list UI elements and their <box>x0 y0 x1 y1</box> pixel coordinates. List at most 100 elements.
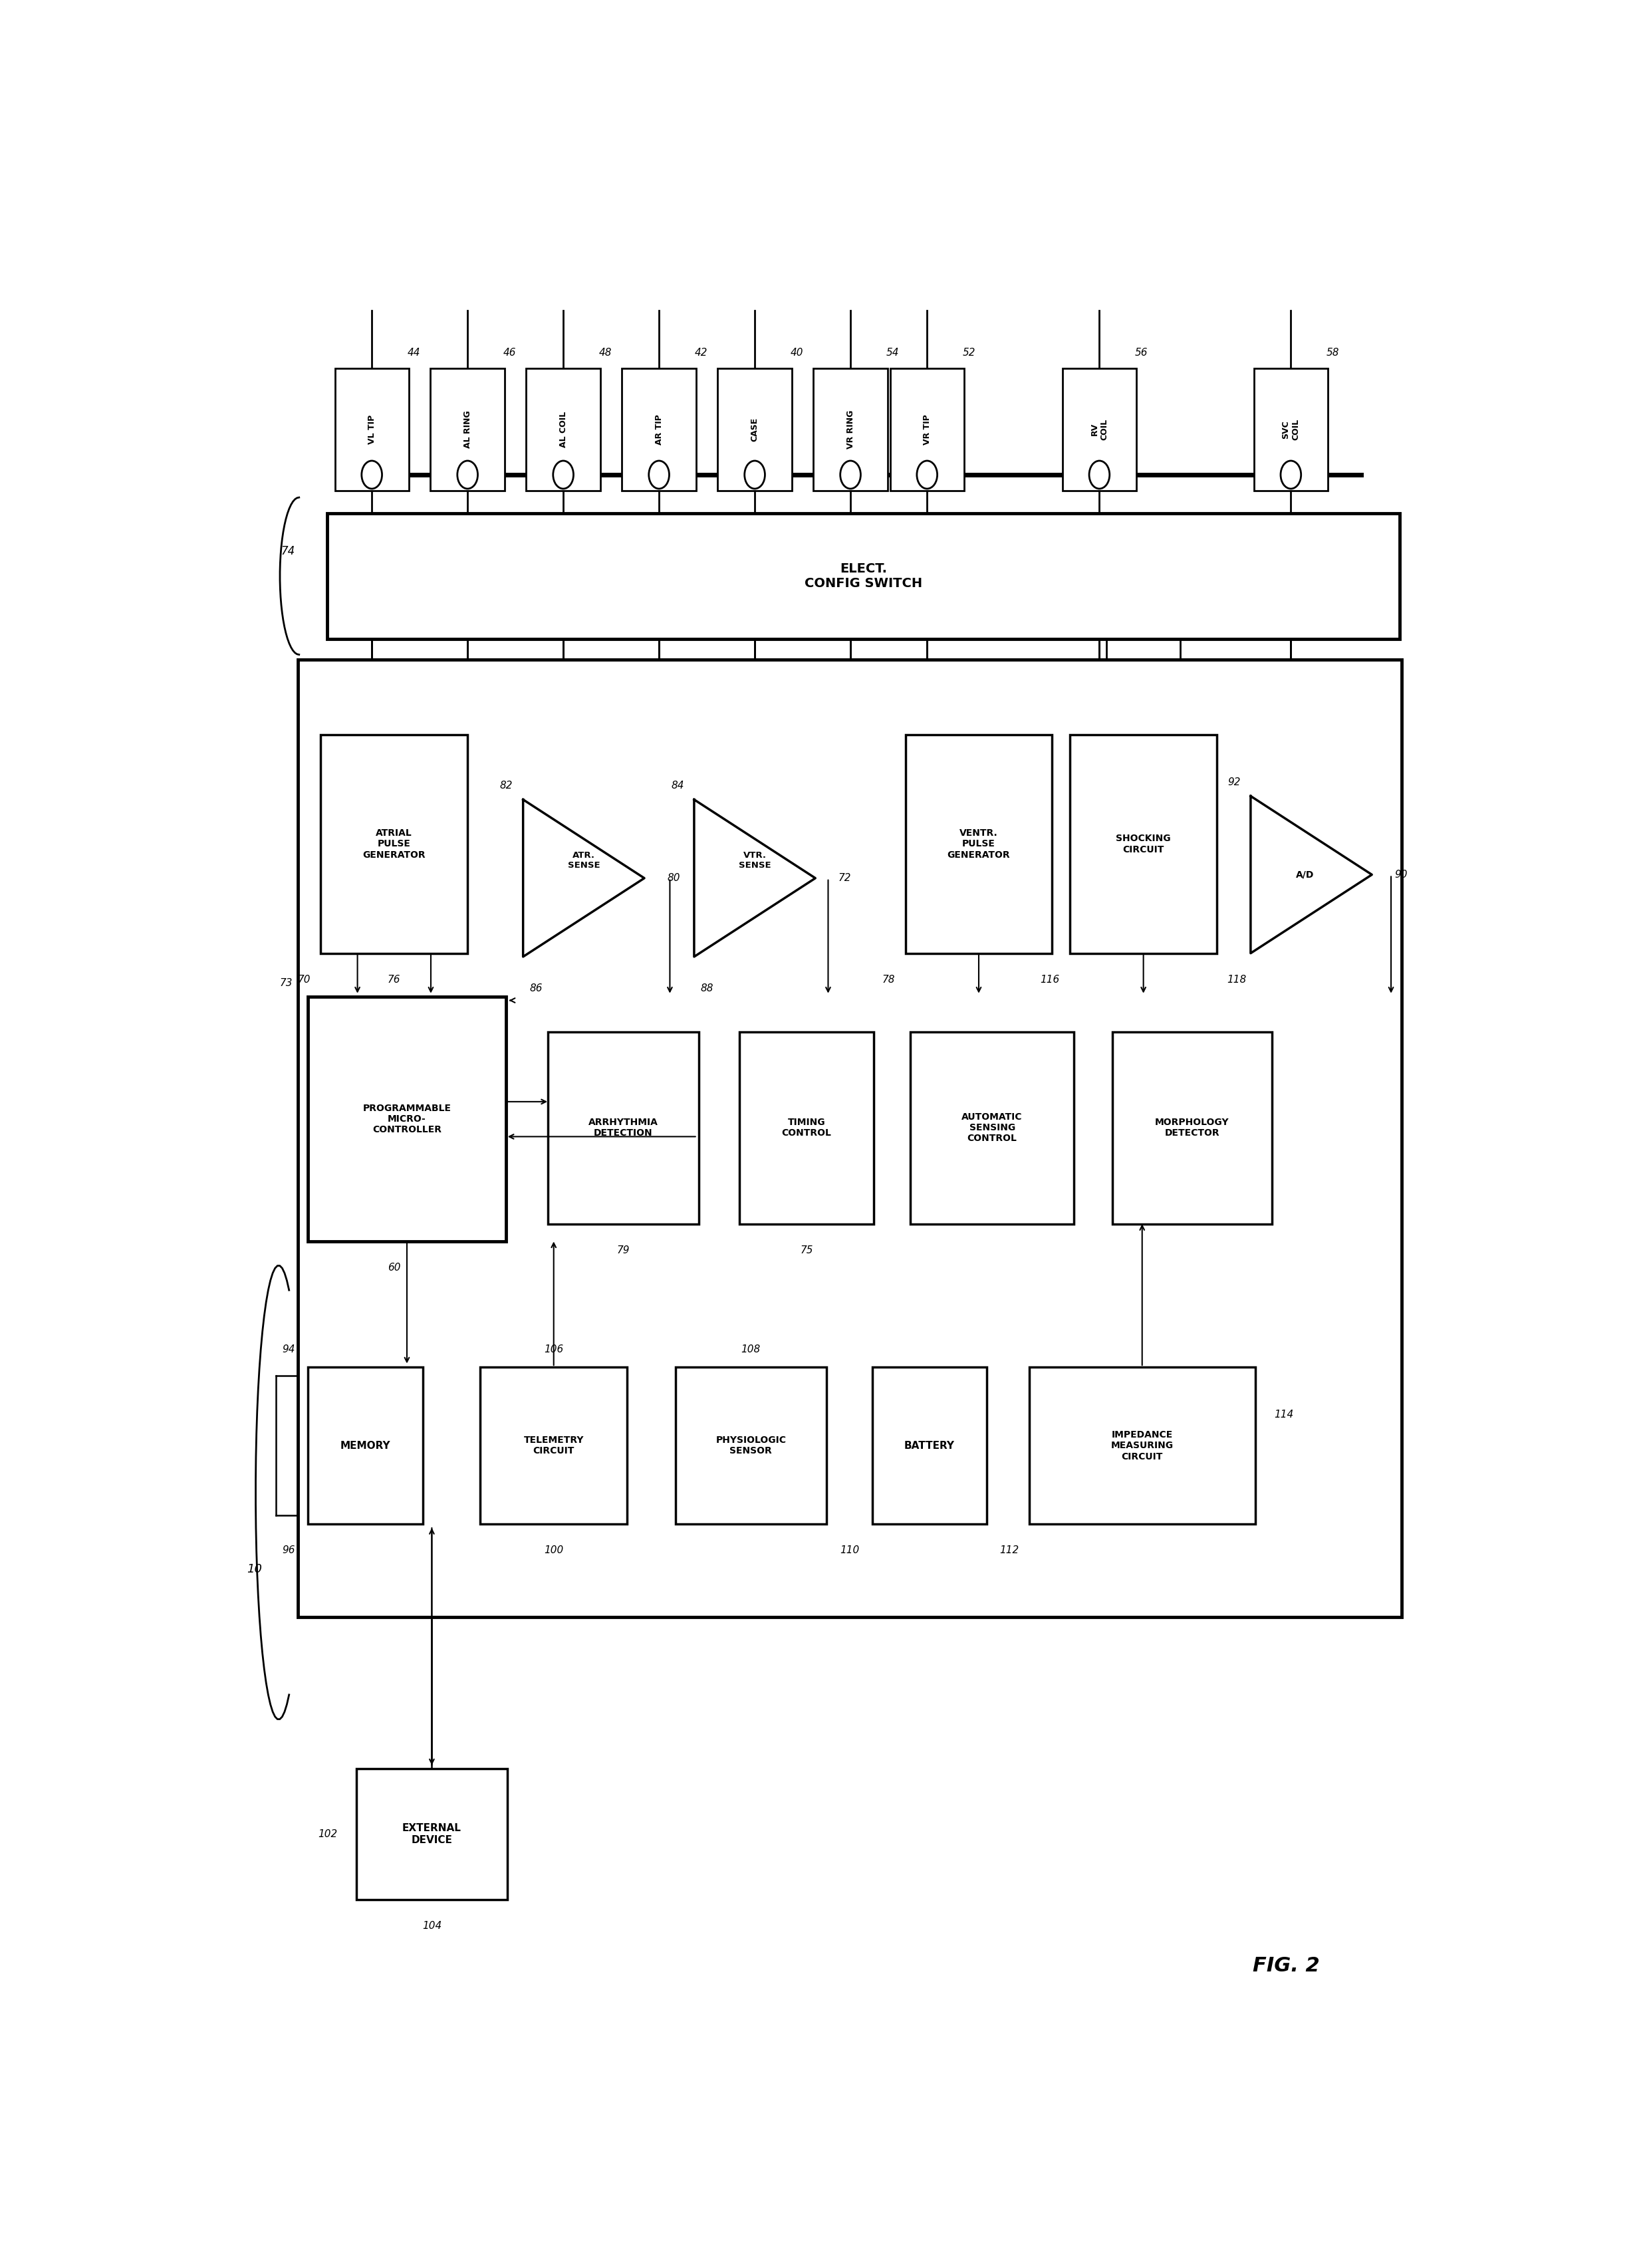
Bar <box>334 367 408 490</box>
Text: 92: 92 <box>1227 778 1240 787</box>
Text: ARRHYTHMIA
DETECTION: ARRHYTHMIA DETECTION <box>588 1118 659 1139</box>
Bar <box>298 660 1402 1617</box>
Text: 60: 60 <box>387 1263 400 1272</box>
Bar <box>889 367 963 490</box>
Bar <box>675 1368 827 1524</box>
Bar <box>321 735 468 953</box>
Text: 110: 110 <box>840 1545 860 1556</box>
Text: 74: 74 <box>282 544 295 558</box>
Bar <box>481 1368 628 1524</box>
Bar <box>1253 367 1327 490</box>
Circle shape <box>649 460 669 488</box>
Bar <box>873 1368 987 1524</box>
Circle shape <box>917 460 937 488</box>
Text: 76: 76 <box>387 975 400 984</box>
Text: 80: 80 <box>667 873 680 882</box>
Text: 88: 88 <box>700 984 713 993</box>
Text: 90: 90 <box>1395 869 1408 880</box>
Text: 40: 40 <box>791 347 804 358</box>
Text: TIMING
CONTROL: TIMING CONTROL <box>782 1118 832 1139</box>
Text: 56: 56 <box>1135 347 1148 358</box>
Text: AR TIP: AR TIP <box>656 415 664 445</box>
Text: 79: 79 <box>616 1245 629 1254</box>
Text: 75: 75 <box>800 1245 814 1254</box>
Text: 108: 108 <box>741 1345 761 1354</box>
Bar <box>1029 1368 1255 1524</box>
Bar <box>308 998 506 1241</box>
Circle shape <box>553 460 573 488</box>
Bar <box>308 1368 423 1524</box>
Bar <box>718 367 792 490</box>
Text: PROGRAMMABLE
MICRO-
CONTROLLER: PROGRAMMABLE MICRO- CONTROLLER <box>362 1105 451 1134</box>
Bar <box>814 367 888 490</box>
Text: AL RING: AL RING <box>463 411 471 449</box>
Text: CASE: CASE <box>751 417 759 442</box>
Bar <box>906 735 1052 953</box>
Text: 73: 73 <box>280 978 293 989</box>
Text: PHYSIOLOGIC
SENSOR: PHYSIOLOGIC SENSOR <box>716 1436 786 1456</box>
Circle shape <box>362 460 382 488</box>
Circle shape <box>458 460 478 488</box>
Text: 86: 86 <box>529 984 542 993</box>
Circle shape <box>840 460 861 488</box>
Text: TELEMETRY
CIRCUIT: TELEMETRY CIRCUIT <box>524 1436 583 1456</box>
Bar <box>430 367 504 490</box>
Text: 114: 114 <box>1275 1408 1293 1420</box>
Text: 58: 58 <box>1326 347 1339 358</box>
Text: 100: 100 <box>544 1545 563 1556</box>
Text: AL COIL: AL COIL <box>558 411 568 447</box>
Bar <box>548 1032 698 1225</box>
Text: BATTERY: BATTERY <box>904 1440 955 1452</box>
Text: 116: 116 <box>1041 975 1059 984</box>
Text: 44: 44 <box>407 347 420 358</box>
Bar <box>1062 367 1136 490</box>
Circle shape <box>744 460 764 488</box>
Text: A/D: A/D <box>1296 871 1314 880</box>
Text: 84: 84 <box>670 780 684 792</box>
Text: 104: 104 <box>422 1921 441 1930</box>
Text: 10: 10 <box>247 1563 262 1574</box>
Circle shape <box>1089 460 1110 488</box>
Text: 78: 78 <box>883 975 896 984</box>
Text: VENTR.
PULSE
GENERATOR: VENTR. PULSE GENERATOR <box>947 828 1010 860</box>
Text: 102: 102 <box>318 1830 338 1839</box>
Text: 42: 42 <box>695 347 708 358</box>
Bar <box>740 1032 873 1225</box>
Text: SHOCKING
CIRCUIT: SHOCKING CIRCUIT <box>1117 835 1171 855</box>
Text: 54: 54 <box>886 347 899 358</box>
Text: 96: 96 <box>282 1545 295 1556</box>
Text: ATRIAL
PULSE
GENERATOR: ATRIAL PULSE GENERATOR <box>362 828 425 860</box>
Bar <box>1071 735 1217 953</box>
Bar <box>527 367 600 490</box>
Bar <box>911 1032 1074 1225</box>
Text: ATR.
SENSE: ATR. SENSE <box>568 851 600 871</box>
Text: MORPHOLOGY
DETECTOR: MORPHOLOGY DETECTOR <box>1155 1118 1229 1139</box>
Text: 70: 70 <box>298 975 311 984</box>
Text: VR TIP: VR TIP <box>922 415 931 445</box>
Bar <box>623 367 697 490</box>
Text: 112: 112 <box>1000 1545 1019 1556</box>
Bar <box>328 513 1400 640</box>
Bar <box>356 1769 507 1901</box>
Text: 82: 82 <box>501 780 512 792</box>
Circle shape <box>1281 460 1301 488</box>
Text: 46: 46 <box>504 347 516 358</box>
Text: EXTERNAL
DEVICE: EXTERNAL DEVICE <box>402 1823 461 1846</box>
Text: RV
COIL: RV COIL <box>1090 420 1108 440</box>
Text: 106: 106 <box>544 1345 563 1354</box>
Text: IMPEDANCE
MEASURING
CIRCUIT: IMPEDANCE MEASURING CIRCUIT <box>1110 1431 1173 1461</box>
Text: AUTOMATIC
SENSING
CONTROL: AUTOMATIC SENSING CONTROL <box>962 1111 1023 1143</box>
Text: MEMORY: MEMORY <box>341 1440 390 1452</box>
Bar <box>1112 1032 1271 1225</box>
Text: 72: 72 <box>838 873 851 882</box>
Text: VR RING: VR RING <box>847 411 855 449</box>
Text: 52: 52 <box>963 347 975 358</box>
Text: ELECT.
CONFIG SWITCH: ELECT. CONFIG SWITCH <box>804 562 922 590</box>
Text: 118: 118 <box>1227 975 1247 984</box>
Text: FIG. 2: FIG. 2 <box>1253 1957 1319 1975</box>
Text: 48: 48 <box>600 347 613 358</box>
Text: VTR.
SENSE: VTR. SENSE <box>738 851 771 871</box>
Text: 94: 94 <box>282 1345 295 1354</box>
Text: SVC
COIL: SVC COIL <box>1281 420 1299 440</box>
Text: VL TIP: VL TIP <box>367 415 376 445</box>
